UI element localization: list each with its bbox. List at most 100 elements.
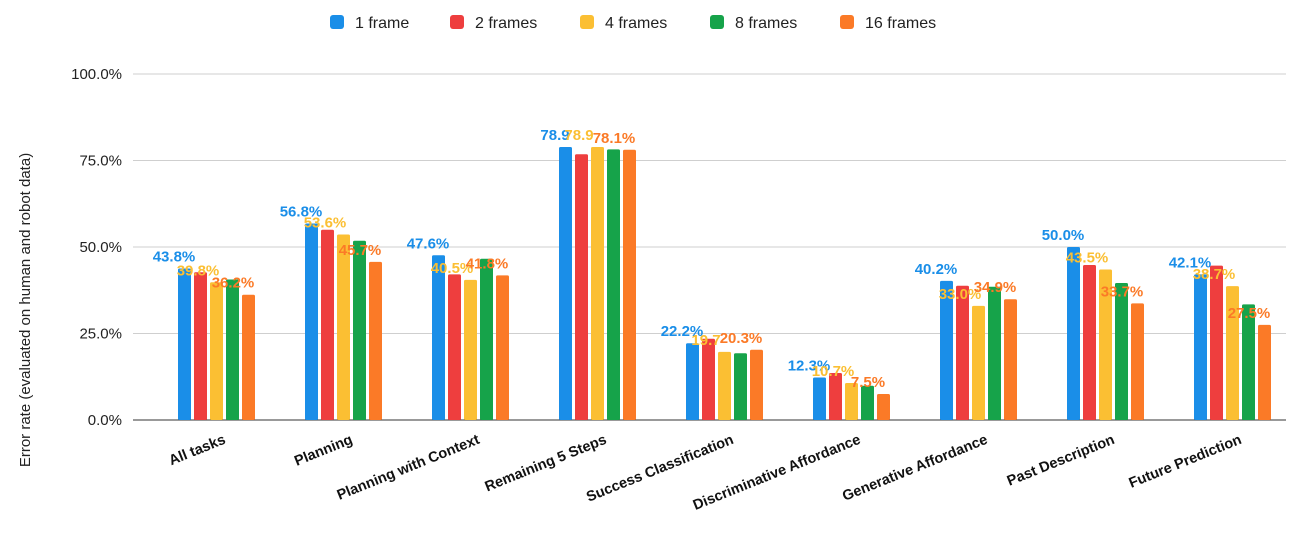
x-tick-label: Generative Affordance bbox=[840, 432, 990, 505]
bar bbox=[448, 274, 461, 420]
bars bbox=[178, 147, 1271, 421]
bar bbox=[1226, 286, 1239, 420]
bar bbox=[210, 282, 223, 420]
bar bbox=[956, 285, 969, 420]
data-label: 42.1% bbox=[1169, 254, 1212, 271]
data-label: 43.8% bbox=[153, 248, 196, 265]
bar bbox=[734, 353, 747, 420]
bar bbox=[702, 338, 715, 420]
data-label: 78.9 bbox=[564, 127, 593, 144]
data-label: 50.0% bbox=[1042, 227, 1085, 244]
data-label: 22.2% bbox=[661, 323, 704, 340]
bar bbox=[496, 275, 509, 420]
data-label: 40.2% bbox=[915, 261, 958, 278]
bar bbox=[813, 377, 826, 420]
bar bbox=[305, 223, 318, 420]
x-tick-label: Remaining 5 Steps bbox=[483, 432, 609, 495]
bar bbox=[369, 261, 382, 420]
data-label: 36.2% bbox=[212, 275, 255, 292]
bar bbox=[845, 382, 858, 420]
x-tick-label: Planning with Context bbox=[335, 432, 482, 504]
bar bbox=[242, 294, 255, 420]
data-label: 10.7% bbox=[812, 363, 855, 380]
data-labels: 43.8%39.8%36.2% 56.8%53.6% 45.7% 47.6% 40.5%… bbox=[153, 127, 1271, 391]
data-label: 27.5% bbox=[1228, 305, 1271, 322]
data-label: 56.8% bbox=[280, 203, 323, 220]
bar bbox=[559, 147, 572, 421]
bar bbox=[988, 286, 1001, 420]
bar bbox=[591, 147, 604, 421]
data-label: 12.3% bbox=[788, 357, 831, 374]
legend-swatch bbox=[450, 15, 464, 29]
data-label: 20.3% bbox=[720, 330, 763, 347]
bar bbox=[861, 385, 874, 420]
bar bbox=[1115, 282, 1128, 420]
legend-swatch bbox=[330, 15, 344, 29]
data-label: 47.6% bbox=[407, 235, 450, 252]
y-tick-label: 75.0% bbox=[79, 153, 122, 170]
x-tick-label: Past Description bbox=[1005, 432, 1117, 490]
data-label: 39.8% bbox=[177, 262, 220, 279]
bar bbox=[607, 149, 620, 421]
data-label: 78.1% bbox=[593, 130, 636, 147]
bar bbox=[686, 343, 699, 420]
bar bbox=[1131, 303, 1144, 420]
bar bbox=[877, 394, 890, 420]
legend-swatch bbox=[840, 15, 854, 29]
y-tick-label: 50.0% bbox=[79, 239, 122, 256]
bar bbox=[1083, 264, 1096, 420]
legend-swatch bbox=[710, 15, 724, 29]
legend-label: 2 frames bbox=[475, 15, 537, 32]
data-label: 53.6% bbox=[304, 215, 347, 232]
data-label: 34.9% bbox=[974, 279, 1017, 296]
data-label: 19.7 bbox=[691, 332, 720, 349]
legend-label: 4 frames bbox=[605, 15, 667, 32]
legend-swatch bbox=[580, 15, 594, 29]
data-label: 43.5% bbox=[1066, 249, 1109, 266]
bar bbox=[1242, 304, 1255, 420]
x-tick-label: Planning bbox=[292, 432, 355, 470]
legend-label: 8 frames bbox=[735, 15, 797, 32]
bar bbox=[1210, 265, 1223, 420]
data-label: 41.8% bbox=[466, 255, 509, 272]
bar bbox=[972, 305, 985, 420]
bar bbox=[1258, 324, 1271, 420]
bar bbox=[1004, 299, 1017, 420]
bar bbox=[464, 279, 477, 420]
y-tick-label: 25.0% bbox=[79, 326, 122, 343]
y-tick-label: 100.0% bbox=[71, 66, 122, 83]
y-axis-title: Error rate (evaluated on human and robot… bbox=[17, 153, 34, 467]
x-tick-label: Future Prediction bbox=[1127, 432, 1244, 492]
bar bbox=[623, 149, 636, 421]
bar bbox=[321, 229, 334, 420]
legend: 1 frame 2 frames 4 frames 8 frames 16 frames bbox=[330, 15, 936, 32]
bar bbox=[480, 258, 493, 420]
data-label: 7.5% bbox=[851, 374, 885, 391]
data-label: 40.5% bbox=[431, 260, 474, 277]
y-axis-ticks: 0.0% 25.0% 50.0% 75.0% 100.0% bbox=[71, 66, 122, 429]
bar bbox=[750, 349, 763, 420]
bar bbox=[353, 240, 366, 420]
legend-label: 16 frames bbox=[865, 15, 936, 32]
bar bbox=[432, 255, 445, 420]
bar bbox=[940, 280, 953, 420]
legend-label: 1 frame bbox=[355, 15, 409, 32]
bar bbox=[178, 268, 191, 420]
bar bbox=[575, 154, 588, 420]
data-label: 33.0% bbox=[939, 286, 982, 303]
bar bbox=[1194, 274, 1207, 420]
data-label: 33.7% bbox=[1101, 283, 1144, 300]
bar bbox=[226, 279, 239, 420]
data-label: 45.7% bbox=[339, 242, 382, 259]
x-tick-label: All tasks bbox=[167, 432, 228, 469]
data-label: 78.9 bbox=[540, 127, 569, 144]
bar bbox=[718, 351, 731, 420]
bar bbox=[194, 272, 207, 420]
y-tick-label: 0.0% bbox=[88, 412, 122, 429]
bar bbox=[1067, 247, 1080, 420]
data-label: 38.7% bbox=[1193, 266, 1236, 283]
bar bbox=[829, 372, 842, 420]
bar bbox=[337, 234, 350, 420]
